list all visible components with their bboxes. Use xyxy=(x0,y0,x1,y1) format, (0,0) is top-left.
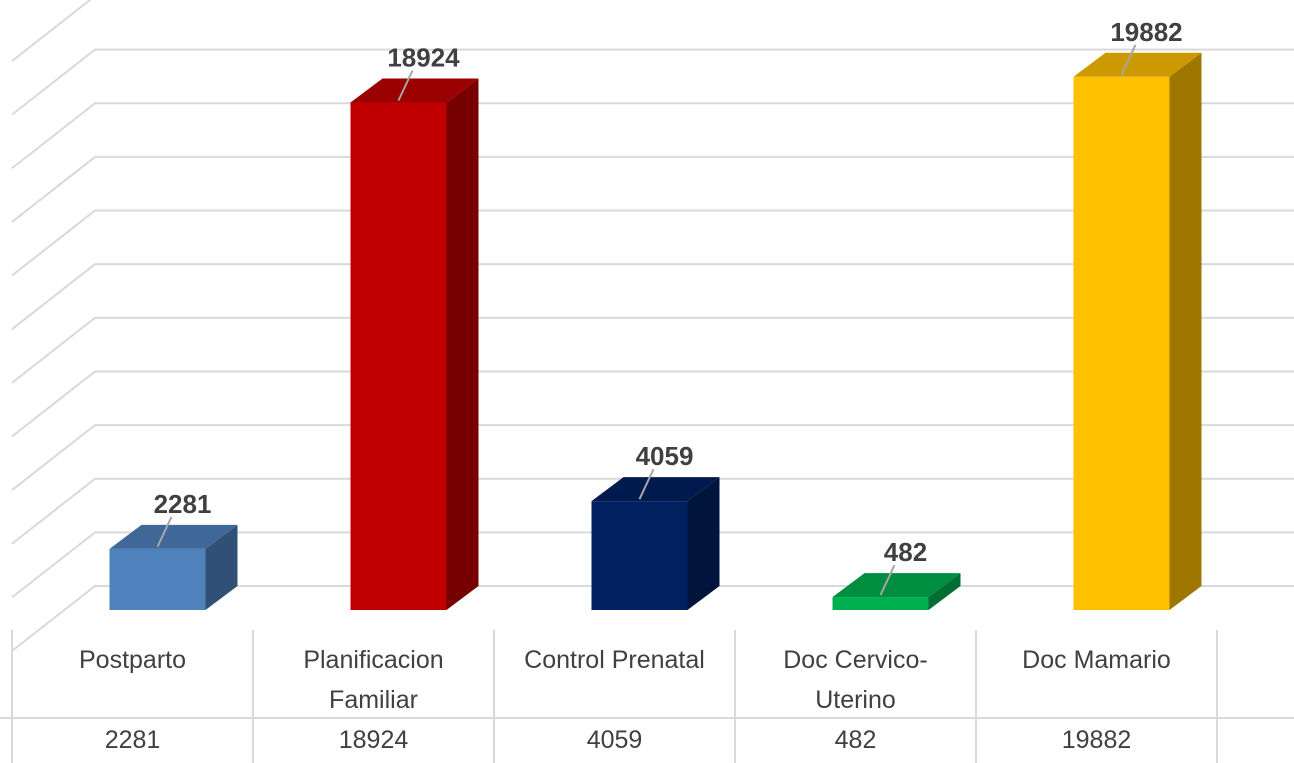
category-label: Planificacion Familiar xyxy=(303,646,444,714)
grid-line xyxy=(11,263,1294,330)
grid-line xyxy=(11,102,1294,170)
bar xyxy=(832,597,929,610)
value-label: 18924 xyxy=(387,42,460,72)
grid-line xyxy=(11,209,1294,277)
category-label: Doc Mamario xyxy=(1022,646,1171,674)
bar-top xyxy=(1073,52,1202,77)
grid-line xyxy=(11,0,92,62)
table-value: 4059 xyxy=(586,726,643,754)
table-value: 2281 xyxy=(104,726,161,754)
bar-side xyxy=(205,524,238,610)
bar-side xyxy=(446,78,479,610)
table-value: 18924 xyxy=(338,726,409,754)
value-label: 4059 xyxy=(636,441,694,471)
value-label: 482 xyxy=(884,537,927,567)
grid-line xyxy=(11,155,1294,223)
bar xyxy=(109,548,206,610)
grid-line xyxy=(11,477,1294,545)
bar-top xyxy=(591,477,720,502)
grid-line xyxy=(11,531,1294,599)
grid-line xyxy=(11,424,1294,491)
category-label: Control Prenatal xyxy=(524,646,705,674)
grid-line xyxy=(11,316,1294,384)
leader-line xyxy=(1120,44,1137,76)
bar xyxy=(350,102,447,610)
bar-top xyxy=(832,573,961,598)
bar-top xyxy=(350,78,479,103)
table-value: 482 xyxy=(834,726,877,754)
category-label: Doc Cervico-Uterino xyxy=(783,646,928,714)
category-label: Postparto xyxy=(78,646,186,674)
leader-line xyxy=(156,516,173,548)
grid-line xyxy=(11,370,1294,438)
value-label: 19882 xyxy=(1110,17,1182,47)
leader-line xyxy=(879,564,896,596)
leader-line xyxy=(397,70,414,101)
bar xyxy=(1073,76,1170,611)
leader-line xyxy=(638,468,655,500)
bar xyxy=(591,501,688,610)
grid-line xyxy=(11,48,1294,116)
table-value: 19882 xyxy=(1061,726,1132,754)
value-label: 2281 xyxy=(154,489,212,519)
bar-side xyxy=(928,573,961,610)
bar-side xyxy=(687,477,720,610)
bar-side xyxy=(1169,52,1202,611)
bar-top xyxy=(109,524,238,549)
